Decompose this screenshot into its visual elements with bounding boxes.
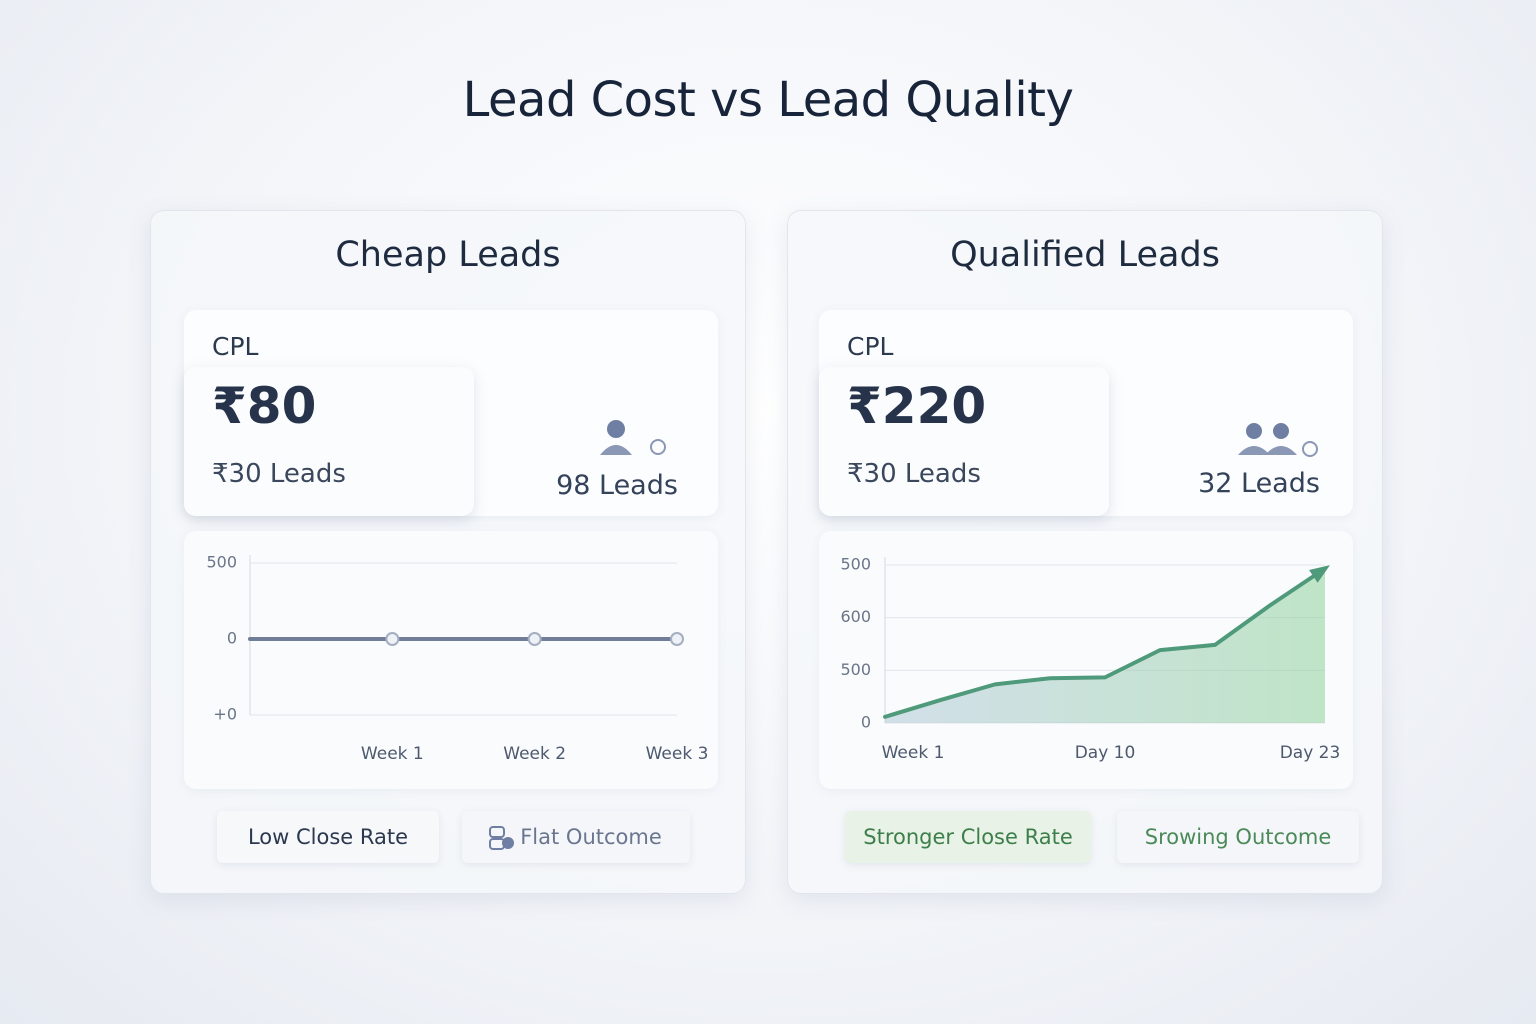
badge: Low Close Rate	[217, 811, 439, 863]
person-icon	[600, 420, 666, 455]
cpl-box: ₹220 ₹30 Leads	[819, 367, 1109, 516]
leads-count: 98 Leads	[556, 470, 678, 501]
leads-count: 32 Leads	[1198, 468, 1320, 499]
cpl-value: ₹220	[847, 377, 987, 435]
badge: Stronger Close Rate	[845, 811, 1091, 863]
page-title: Lead Cost vs Lead Quality	[462, 72, 1074, 128]
badge: Srowing Outcome	[1117, 811, 1359, 863]
cpl-label: CPL	[847, 332, 894, 361]
cpl-card: CPL ₹80 ₹30 Leads 98 Leads	[184, 310, 718, 516]
panel-heading: Cheap Leads	[335, 235, 561, 275]
chart-card	[184, 531, 718, 789]
sub-leads: ₹30 Leads	[212, 459, 346, 489]
chart-card	[819, 531, 1353, 789]
panel-heading: Qualified Leads	[950, 235, 1220, 275]
cpl-box: ₹80 ₹30 Leads	[184, 367, 474, 516]
panel: Cheap Leads CPL ₹80 ₹30 Leads 98 Leads L…	[150, 210, 746, 894]
people-icon	[1238, 423, 1318, 457]
cpl-label: CPL	[212, 332, 259, 361]
cpl-value: ₹80	[212, 377, 317, 435]
sub-leads: ₹30 Leads	[847, 459, 981, 489]
panel: Qualified Leads CPL ₹220 ₹30 Leads 32 Le…	[787, 210, 1383, 894]
badge: Flat Outcome	[462, 811, 690, 863]
cpl-card: CPL ₹220 ₹30 Leads 32 Leads	[819, 310, 1353, 516]
